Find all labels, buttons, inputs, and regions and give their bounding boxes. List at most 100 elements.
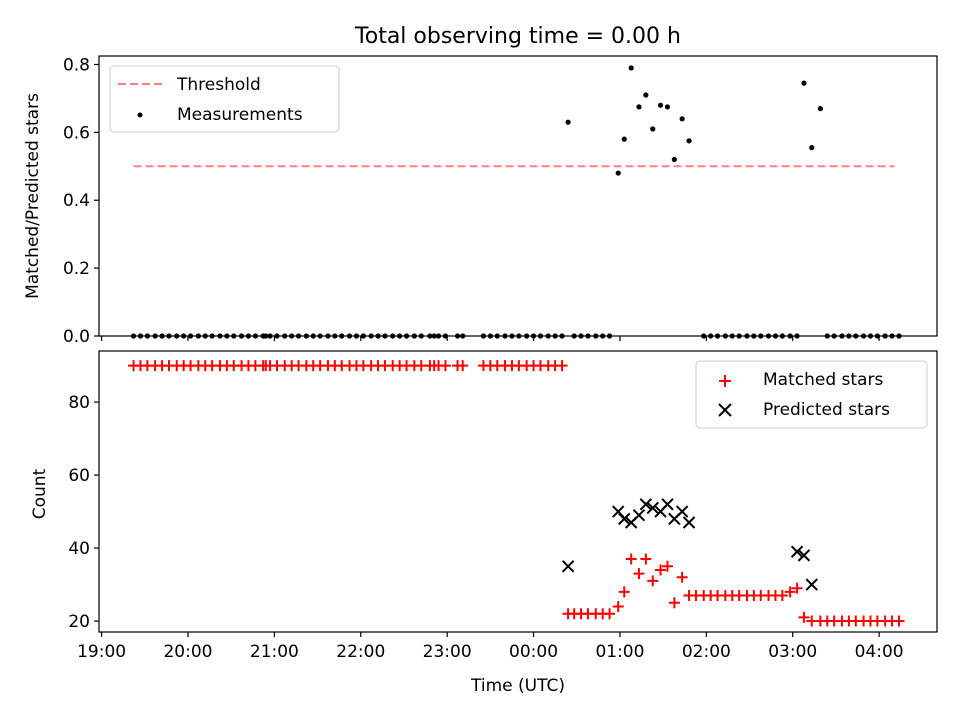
- predicted-star-point: [618, 512, 631, 526]
- predicted-star-point: [675, 505, 689, 518]
- measurement-point: [152, 333, 158, 339]
- measurement-point: [187, 333, 194, 339]
- matched-star-point: [784, 586, 796, 598]
- measurement-point: [282, 333, 288, 339]
- measurement-point: [144, 333, 150, 339]
- measurement-point: [729, 333, 735, 339]
- measurement-point: [853, 333, 859, 339]
- measurement-point: [245, 333, 252, 339]
- matched-stars-layer: [128, 360, 905, 627]
- chart-title: Total observing time = 0.00 h: [354, 24, 681, 49]
- measurement-point: [846, 333, 852, 339]
- measurement-point: [621, 136, 627, 142]
- matched-star-point: [556, 360, 568, 372]
- measurements-layer: [130, 65, 902, 339]
- matched-star-point: [604, 608, 616, 620]
- top-y-tick-label: 0.6: [63, 123, 90, 143]
- bottom-x-tick-label: 01:00: [595, 642, 644, 662]
- measurement-point: [317, 333, 323, 339]
- measurement-point: [130, 333, 137, 339]
- matched-star-point: [625, 553, 637, 565]
- measurement-point: [274, 333, 280, 339]
- predicted-star-point: [646, 501, 659, 515]
- measurement-point: [571, 333, 577, 339]
- measurement-point: [552, 333, 558, 339]
- measurement-point: [615, 170, 621, 176]
- measurement-point: [628, 65, 634, 71]
- bottom-x-axis: 19:00 20:00 21:00 22:00 23:00 00:00 01:00 02:00…: [77, 632, 904, 662]
- matched-star-point: [676, 571, 688, 583]
- predicted-star-point: [682, 516, 696, 529]
- measurement-point: [839, 333, 845, 339]
- measurement-point: [382, 333, 388, 339]
- measurement-point: [585, 333, 591, 339]
- matched-star-point: [640, 553, 652, 565]
- measurement-point: [267, 333, 273, 339]
- measurement-point: [390, 333, 396, 339]
- measurement-point: [431, 333, 437, 339]
- bottom-y-tick-label: 80: [68, 393, 90, 413]
- matched-star-point: [661, 560, 673, 572]
- measurement-point: [411, 333, 417, 339]
- bottom-x-tick-label: 02:00: [682, 642, 731, 662]
- measurement-point: [671, 156, 677, 163]
- matched-star-point: [655, 564, 667, 576]
- measurement-point: [831, 333, 837, 339]
- measurement-point: [701, 333, 707, 339]
- x-axis-label: Time (UTC): [470, 676, 565, 696]
- measurement-point: [442, 333, 449, 339]
- matched-star-point: [618, 586, 630, 598]
- bottom-x-tick-label: 21:00: [250, 642, 299, 662]
- bottom-legend-box: [695, 360, 928, 429]
- measurement-point: [339, 333, 345, 339]
- measurement-point: [708, 333, 714, 339]
- measurement-point: [487, 333, 493, 339]
- measurement-point: [310, 333, 316, 339]
- matched-star-point: [633, 568, 645, 580]
- measurement-point: [860, 333, 867, 339]
- bottom-x-tick-label: 19:00: [77, 642, 126, 662]
- measurement-point: [578, 333, 584, 339]
- matched-star-point: [439, 360, 451, 372]
- measurement-point: [454, 333, 461, 339]
- measurement-point: [174, 333, 180, 339]
- measurement-point: [137, 333, 144, 339]
- measurement-point: [202, 333, 208, 339]
- measurement-point: [643, 92, 649, 98]
- measurement-point: [181, 333, 187, 339]
- matched-star-point: [798, 611, 810, 623]
- measurement-point: [353, 333, 360, 339]
- measurement-point: [224, 333, 230, 339]
- measurement-point: [593, 333, 599, 339]
- matched-star-point: [776, 590, 788, 602]
- predicted-star-point: [790, 545, 804, 558]
- measurement-point: [874, 333, 880, 339]
- bottom-x-tick-label: 04:00: [855, 642, 904, 662]
- measurement-point: [325, 333, 331, 339]
- measurement-point: [824, 333, 830, 339]
- bottom-y-axis-label: Count: [30, 468, 50, 519]
- matched-star-point: [668, 597, 680, 609]
- measurement-point: [765, 333, 772, 339]
- predicted-legend-label: Predicted stars: [763, 400, 890, 420]
- measurement-point: [252, 333, 258, 339]
- bottom-y-tick-label: 20: [68, 612, 90, 632]
- measurement-point: [545, 333, 551, 339]
- measurement-point: [524, 333, 530, 339]
- predicted-legend-marker: [718, 403, 732, 417]
- measurement-point: [516, 333, 522, 339]
- top-y-tick-label: 0.0: [63, 327, 90, 347]
- bottom-panel: 20 40 60 80 19:00 20:00 21:00 22:00 23:00 00:00 0…: [30, 350, 938, 696]
- measurement-point: [403, 333, 410, 339]
- measurement-point: [657, 102, 664, 108]
- predicted-star-point: [639, 498, 653, 511]
- bottom-y-tick-label: 60: [68, 466, 90, 486]
- measurement-point: [502, 333, 508, 339]
- predicted-star-point: [661, 498, 674, 511]
- predicted-stars-layer: [561, 498, 818, 591]
- measurement-point: [809, 145, 815, 151]
- measurement-point: [565, 119, 571, 125]
- measurement-point: [794, 333, 800, 339]
- predicted-star-point: [805, 578, 818, 591]
